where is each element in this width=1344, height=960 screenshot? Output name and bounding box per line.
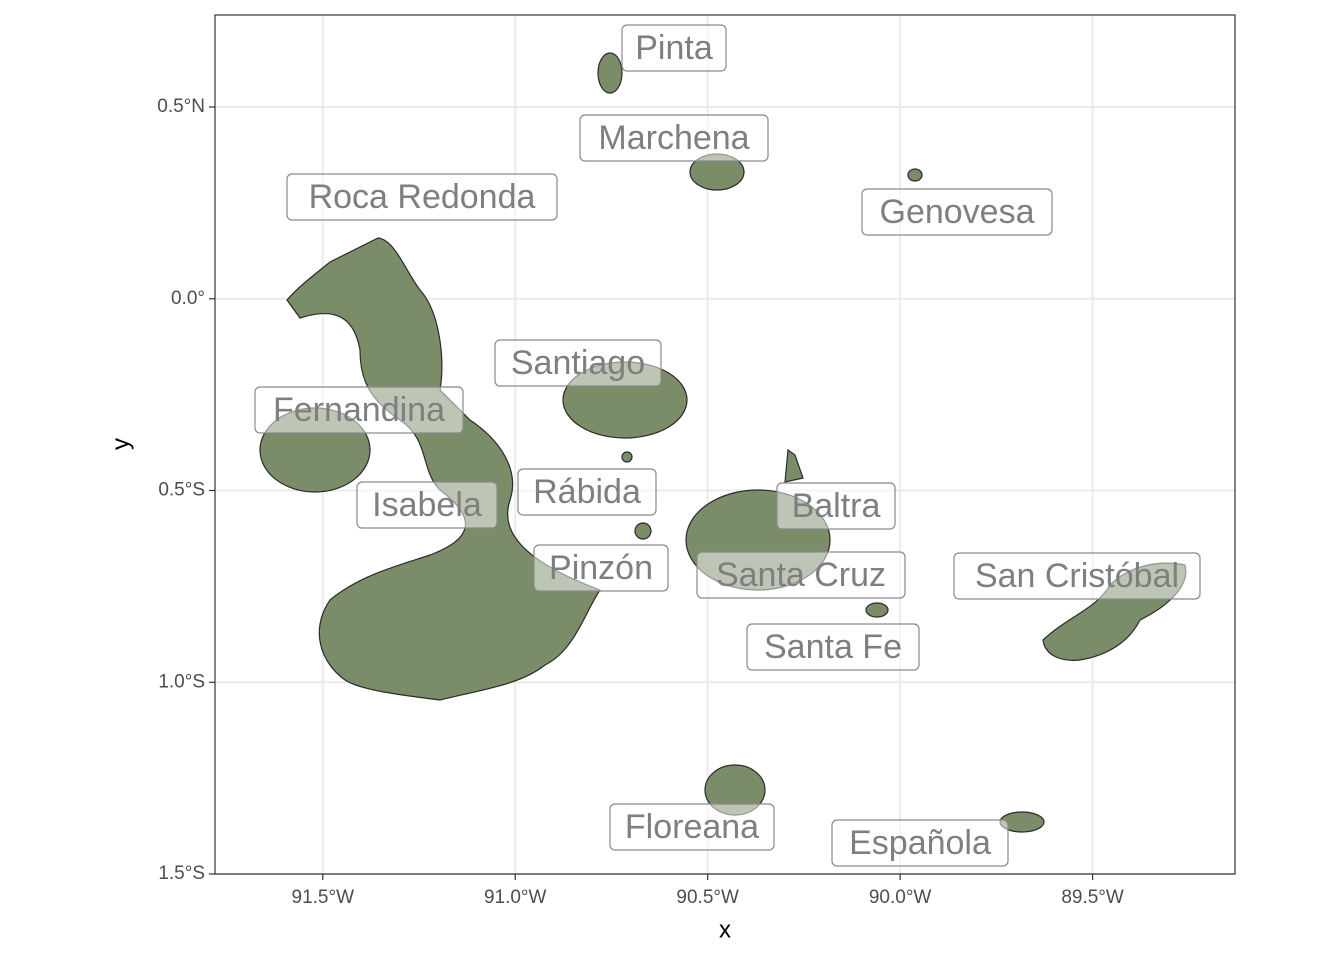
island-label: Baltra [792, 487, 881, 525]
island-label: Roca Redonda [309, 178, 536, 216]
island-baltra [784, 448, 804, 483]
label-box [696, 551, 906, 599]
label-box [861, 188, 1053, 236]
island-rabida [621, 451, 633, 463]
label-box [356, 481, 498, 529]
x-tick-label: 90.0°W [869, 887, 932, 908]
island-label: Rábida [533, 473, 641, 511]
island-label: Floreana [625, 808, 759, 846]
y-tick-label: 1.0°S [158, 671, 205, 692]
label-box [831, 819, 1009, 867]
label-box [517, 468, 657, 516]
island-label: Santiago [511, 344, 645, 382]
label-box [254, 386, 464, 434]
label-box [579, 114, 769, 162]
x-tick-label: 89.5°W [1061, 887, 1124, 908]
island-label: Genovesa [880, 193, 1035, 231]
island-pinzon [634, 522, 652, 540]
label-box [494, 339, 662, 387]
island-labels: Pinta Marchena Roca Redonda Genovesa Santiag… [254, 24, 1201, 867]
panel-border [214, 14, 1236, 875]
label-box [533, 544, 669, 592]
island-label: Fernandina [273, 391, 445, 429]
island-genovesa [907, 168, 923, 182]
label-box [746, 623, 920, 671]
island-santa-fe [865, 602, 889, 618]
y-tick-label: 0.5°S [158, 480, 205, 501]
y-tick-label: 0.5°N [157, 96, 205, 117]
island-isabela [286, 237, 601, 701]
island-label: Pinzón [549, 549, 653, 587]
x-tick-label: 91.0°W [484, 887, 547, 908]
label-box [621, 24, 727, 72]
x-axis-title: x [719, 916, 731, 943]
island-label: Santa Cruz [716, 556, 886, 594]
label-box [776, 482, 896, 530]
island-label: Santa Fe [764, 628, 902, 666]
y-axis-title: y [107, 438, 134, 450]
x-tick-label: 90.5°W [676, 887, 739, 908]
island-label: San Cristóbal [975, 557, 1179, 595]
label-box [609, 803, 775, 851]
x-tick-label: 91.5°W [292, 887, 355, 908]
label-box [953, 552, 1201, 600]
label-box [286, 173, 558, 221]
island-label: Isabela [372, 486, 482, 524]
island-label: Marchena [598, 119, 749, 157]
island-label: Española [849, 824, 991, 862]
island-label: Pinta [635, 29, 713, 67]
y-tick-label: 0.0° [171, 288, 205, 309]
y-tick-label: 1.5°S [158, 863, 205, 884]
island-pinta [597, 52, 623, 94]
